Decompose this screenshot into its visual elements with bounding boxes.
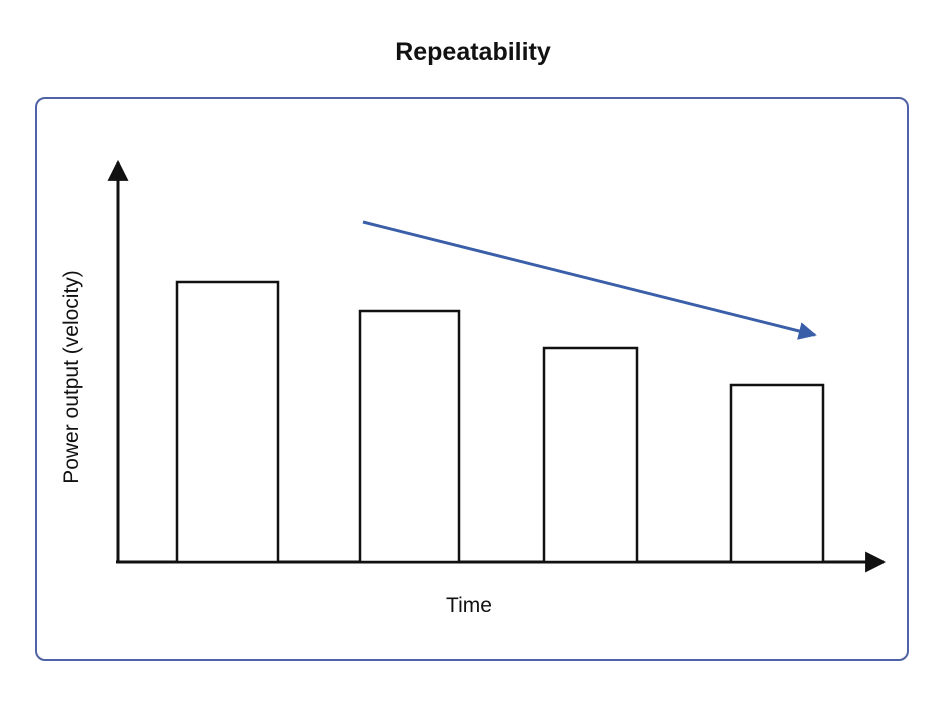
bar-3 <box>542 346 639 564</box>
x-axis-label: Time <box>446 594 492 617</box>
bar-series <box>175 280 825 564</box>
trend-arrow <box>362 220 817 340</box>
bar-2 <box>358 309 461 564</box>
bar-4 <box>729 383 825 564</box>
bar-1 <box>175 280 280 564</box>
chart-title: Repeatability <box>395 38 551 66</box>
y-axis-label: Power output (velocity) <box>60 270 83 484</box>
